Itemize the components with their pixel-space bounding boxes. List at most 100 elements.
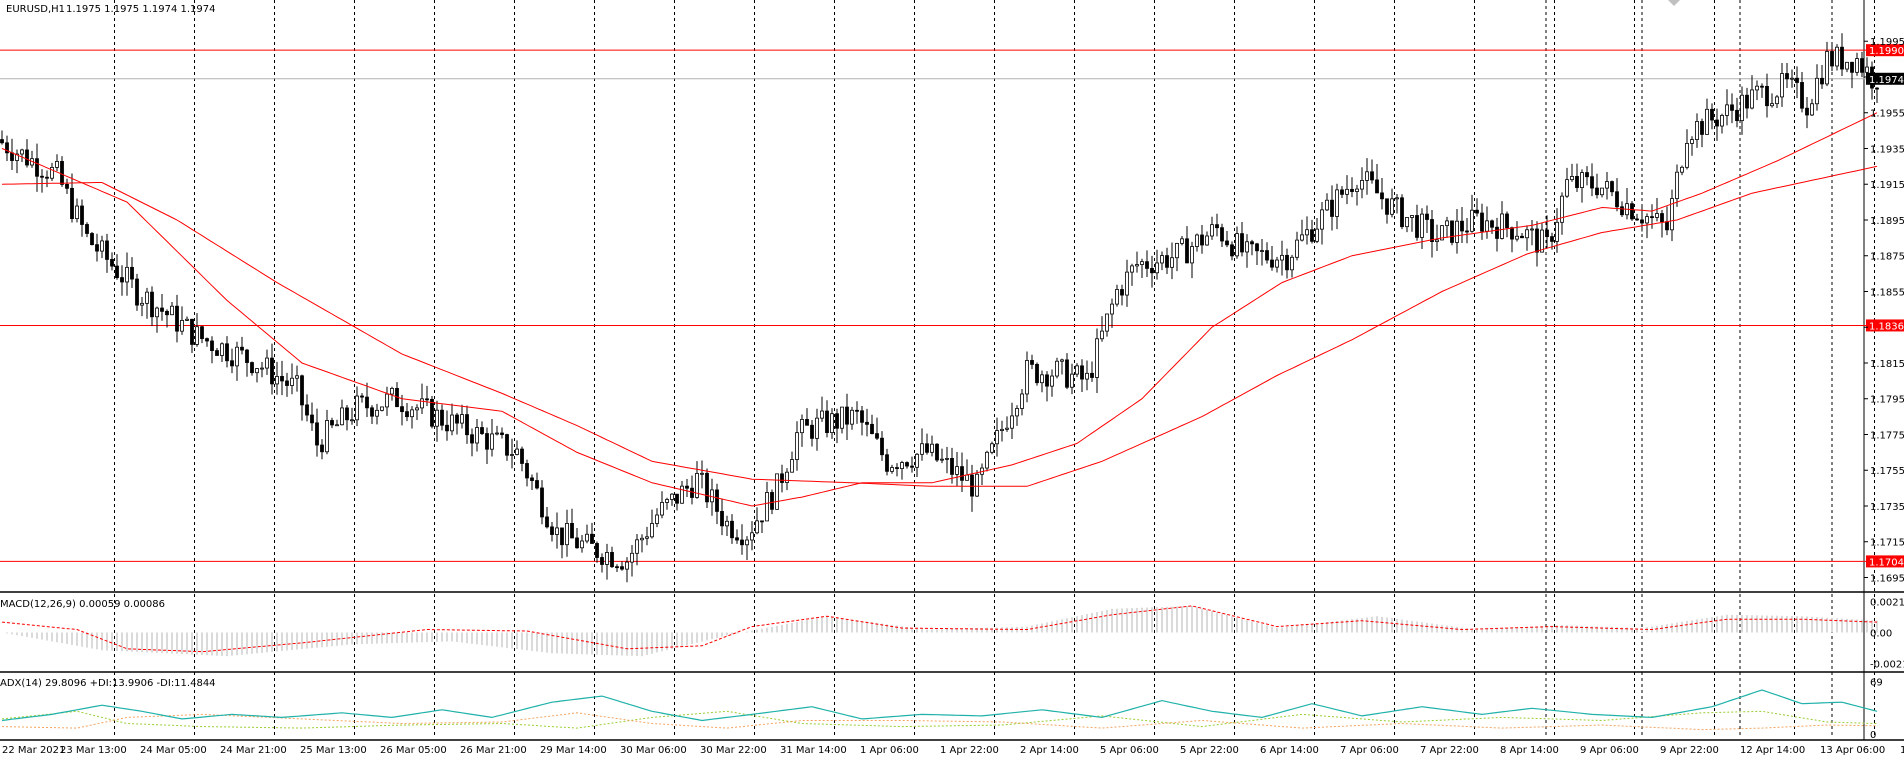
candle-body — [160, 307, 164, 312]
candle-body — [380, 406, 384, 411]
candle-body — [335, 424, 339, 427]
candle-body — [940, 458, 944, 461]
candle-body — [375, 409, 379, 417]
candle-body — [1590, 176, 1594, 189]
time-tick-label: 26 Mar 21:00 — [460, 745, 527, 756]
candle-body — [345, 407, 349, 421]
candle-body — [195, 326, 199, 345]
candle-body — [1765, 85, 1769, 107]
candle-body — [485, 433, 489, 450]
candle-body — [510, 454, 514, 456]
moving-average-fast — [1, 112, 1878, 507]
candle-body — [1190, 246, 1194, 264]
candle-body — [1135, 264, 1139, 267]
candle-body — [1085, 372, 1089, 380]
candle-body — [265, 357, 269, 369]
candle-body — [1425, 213, 1429, 220]
candle-body — [1545, 229, 1549, 238]
candle-body — [320, 444, 324, 453]
candle-body — [660, 502, 664, 516]
candle-body — [1045, 374, 1049, 387]
candle-body — [1875, 87, 1879, 90]
candle-body — [370, 407, 374, 417]
candle-body — [1710, 108, 1714, 121]
candle-body — [65, 183, 69, 189]
candle-body — [125, 266, 129, 283]
candle-body — [1690, 139, 1694, 144]
moving-average-slow — [1, 165, 1878, 487]
candle-body — [0, 139, 4, 144]
adx-panel[interactable] — [1, 689, 1878, 731]
candle-body — [835, 413, 839, 429]
candle-body — [1575, 176, 1579, 188]
candle-body — [1345, 188, 1349, 195]
candle-body — [490, 433, 494, 450]
candle-body — [95, 244, 99, 252]
candle-body — [740, 539, 744, 546]
candle-body — [1390, 198, 1394, 215]
candle-body — [1500, 213, 1504, 239]
price-panel[interactable] — [0, 0, 1879, 583]
candle-body — [770, 492, 774, 510]
candle-body — [130, 266, 134, 280]
candle-body — [290, 377, 294, 386]
candle-body — [655, 514, 659, 524]
candle-body — [550, 526, 554, 535]
candle-body — [1335, 189, 1339, 217]
candle-body — [950, 458, 954, 475]
candle-body — [650, 523, 654, 538]
candle-body — [500, 432, 504, 435]
candle-body — [1595, 187, 1599, 196]
macd-panel[interactable] — [1, 605, 1878, 657]
candle-body — [35, 158, 39, 177]
chart-shift-marker-icon[interactable] — [1668, 0, 1680, 6]
macd-label: MACD(12,26,9) 0.00059 0.00086 — [0, 599, 165, 610]
candle-body — [905, 462, 909, 467]
price-tick-label: 1.1735 — [1870, 502, 1904, 513]
candle-body — [20, 149, 24, 155]
candle-body — [1620, 206, 1624, 216]
candle-body — [1715, 119, 1719, 127]
candle-body — [75, 205, 79, 220]
candle-body — [630, 552, 634, 563]
price-tick-label: 1.1715 — [1870, 538, 1904, 549]
candle-body — [1380, 192, 1384, 200]
candle-body — [830, 413, 834, 433]
candle-body — [1540, 229, 1544, 253]
candle-body — [205, 338, 209, 342]
candle-body — [1150, 267, 1154, 274]
candle-body — [390, 388, 394, 395]
candle-body — [185, 318, 189, 321]
candle-body — [1090, 372, 1094, 378]
candle-body — [1080, 365, 1084, 380]
candle-body — [1350, 188, 1354, 192]
candle-body — [855, 409, 859, 412]
candle-body — [1175, 242, 1179, 259]
candle-body — [670, 493, 674, 500]
level-price-tag — [1866, 555, 1904, 568]
candle-body — [1195, 234, 1199, 247]
candle-body — [605, 552, 609, 565]
candle-body — [875, 433, 879, 439]
candle-body — [10, 152, 14, 161]
candle-body — [745, 539, 749, 546]
candle-body — [385, 393, 389, 408]
candle-body — [1675, 171, 1679, 199]
candle-body — [1245, 241, 1249, 253]
candle-body — [1440, 225, 1444, 241]
time-tick-label: 29 Mar 14:00 — [540, 745, 607, 756]
candle-body — [180, 320, 184, 332]
candle-body — [1530, 228, 1534, 231]
candle-body — [1680, 166, 1684, 173]
candle-body — [450, 414, 454, 432]
candle-body — [900, 462, 904, 469]
candle-body — [1280, 254, 1284, 261]
candle-body — [1020, 393, 1024, 409]
candle-body — [5, 142, 9, 154]
candle-body — [620, 566, 624, 570]
candle-body — [880, 437, 884, 456]
candle-body — [415, 407, 419, 411]
candle-body — [525, 463, 529, 479]
